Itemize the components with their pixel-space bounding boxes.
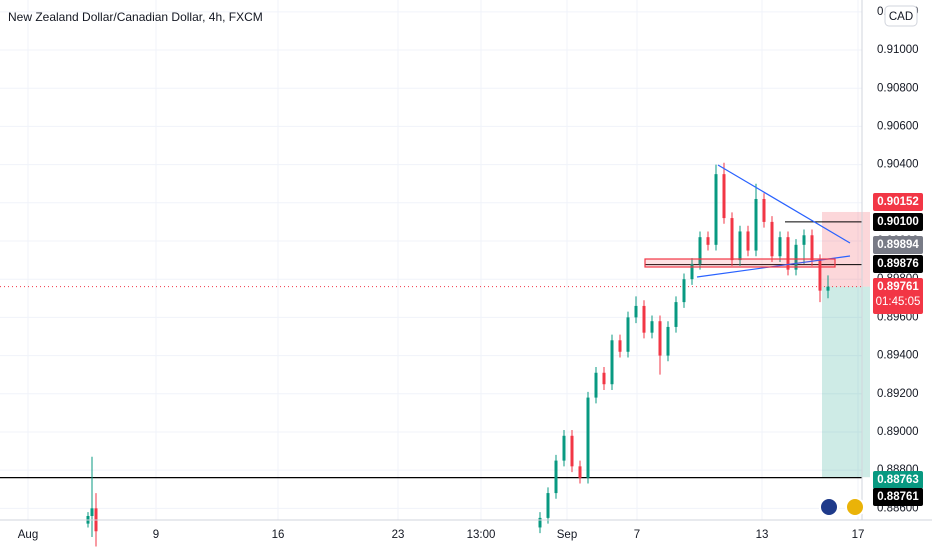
zone-rectangle <box>644 258 836 268</box>
price-label-box <box>873 236 923 254</box>
price-label-box <box>873 488 923 506</box>
drawings <box>644 164 851 278</box>
candle-body <box>802 235 806 245</box>
x-tick-label: 17 <box>852 529 865 541</box>
candle-body <box>90 508 94 516</box>
candle-body <box>578 466 582 478</box>
candle-body <box>778 237 782 257</box>
x-tick-label: Aug <box>18 529 38 541</box>
candle-body <box>762 198 766 222</box>
candle-body <box>810 235 814 261</box>
candle-body <box>626 317 630 352</box>
candle-body <box>666 326 670 356</box>
candle-body <box>618 340 622 352</box>
candle-body <box>794 244 798 270</box>
x-tick-label: Sep <box>557 529 577 541</box>
candle-body <box>746 231 750 251</box>
trend-line <box>717 164 851 244</box>
price-label: 0.90152 <box>877 196 919 208</box>
candle-body <box>770 221 774 257</box>
x-tick-label: 9 <box>153 529 159 541</box>
price-label-box <box>873 255 923 273</box>
x-tick-label: 13 <box>756 529 769 541</box>
x-tick-label: 16 <box>272 529 285 541</box>
candle-body <box>818 260 822 291</box>
stop-zone <box>822 211 870 287</box>
x-tick-label: 7 <box>634 529 640 541</box>
candle-body <box>754 198 758 251</box>
y-tick-label: 0.89000 <box>877 426 919 438</box>
y-tick-label: 0.91000 <box>877 44 919 56</box>
countdown: 01:45:05 <box>876 296 921 308</box>
candle-body <box>690 263 694 280</box>
currency-button[interactable] <box>884 5 918 27</box>
candle-body <box>698 237 702 264</box>
price-label: 0.88761 <box>877 491 919 503</box>
candle-body <box>570 435 574 467</box>
y-tick-label: 0.90600 <box>877 120 919 132</box>
flag-icon <box>819 497 839 517</box>
price-label-box <box>873 193 923 211</box>
candle-body <box>730 218 734 261</box>
candle-body <box>826 286 830 291</box>
candle-body <box>650 321 654 333</box>
y-tick-label: 0.89400 <box>877 350 919 362</box>
candle-body <box>538 517 542 528</box>
y-tick-label: 0.90800 <box>877 82 919 94</box>
y-tick-label: 0.89600 <box>877 311 919 323</box>
price-label: 0.88763 <box>877 474 919 486</box>
candle-body <box>722 174 726 219</box>
candle-body <box>642 305 646 333</box>
price-label: 0.90100 <box>877 216 919 228</box>
flag-icon <box>845 497 865 517</box>
price-label: 0.89894 <box>877 239 919 251</box>
candle-body <box>658 321 662 356</box>
x-tick-label: 13:00 <box>467 529 496 541</box>
price-label-box <box>873 471 923 489</box>
candle-body <box>594 372 598 398</box>
candle-body <box>602 372 606 385</box>
candle-body <box>634 305 638 318</box>
y-tick-label: 0.90400 <box>877 159 919 171</box>
price-label-box <box>873 278 923 314</box>
y-tick-label: 0.89200 <box>877 388 919 400</box>
candle-body <box>546 493 550 518</box>
target-zone <box>822 286 870 478</box>
x-tick-label: 23 <box>392 529 405 541</box>
chart-title: New Zealand Dollar/Canadian Dollar, 4h, … <box>8 10 263 24</box>
price-label: 0.89876 <box>877 258 919 270</box>
candle-body <box>786 237 790 270</box>
candle-body <box>682 279 686 303</box>
candle-body <box>674 302 678 327</box>
candle-body <box>554 460 558 494</box>
price-label: 0.89761 <box>877 281 919 293</box>
candle-body <box>586 397 590 478</box>
currency-button-label[interactable]: CAD <box>889 11 913 23</box>
candles <box>86 162 830 547</box>
axes: 0.912000.910000.908000.906000.904000.902… <box>18 6 923 541</box>
price-label-box <box>873 213 923 231</box>
candle-body <box>738 231 742 261</box>
grid <box>0 0 862 520</box>
candle-body <box>610 340 614 385</box>
candle-body <box>706 237 710 245</box>
candle-body <box>562 435 566 461</box>
candle-body <box>714 174 718 245</box>
